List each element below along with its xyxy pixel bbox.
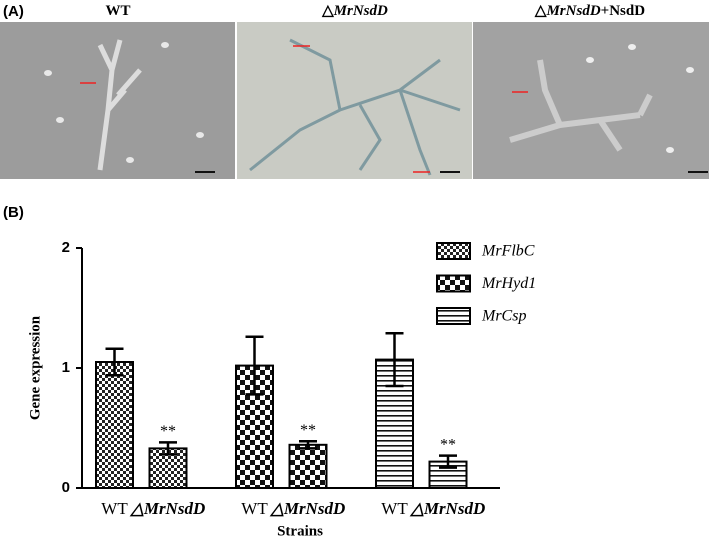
image-label: △MrNsdD+NsdD bbox=[534, 3, 645, 19]
error-bar bbox=[105, 347, 124, 377]
panel-label: (A) bbox=[3, 3, 24, 20]
legend-swatch bbox=[436, 242, 471, 260]
image-label: △MrNsdD bbox=[321, 3, 388, 19]
error-bar bbox=[245, 335, 264, 396]
label-part: WT bbox=[105, 3, 130, 19]
x-tick-label: WT bbox=[241, 499, 268, 518]
legend-swatch bbox=[436, 307, 471, 325]
legend-label: MrCsp bbox=[481, 308, 526, 325]
legend-label: MrFlbC bbox=[481, 243, 535, 260]
legend-label: MrHyd1 bbox=[481, 275, 536, 292]
error-bar bbox=[439, 454, 457, 469]
x-tick-label: △MrNsdD bbox=[129, 499, 205, 518]
micrograph bbox=[0, 22, 235, 179]
legend-swatch bbox=[436, 274, 471, 293]
y-tick-label: 0 bbox=[62, 479, 70, 496]
x-axis-label: Strains bbox=[277, 523, 323, 539]
micrograph bbox=[237, 22, 472, 179]
label-part: △ bbox=[321, 3, 334, 19]
significance: ** bbox=[300, 422, 316, 439]
micrograph bbox=[473, 22, 709, 179]
error-bar bbox=[385, 331, 404, 388]
x-tick-label: WT bbox=[101, 499, 128, 518]
image-label: WT bbox=[105, 3, 130, 19]
error-bar bbox=[299, 439, 317, 450]
x-tick-label: WT bbox=[381, 499, 408, 518]
error-bar bbox=[159, 441, 177, 456]
y-tick-label: 1 bbox=[62, 359, 70, 376]
x-tick-label: △MrNsdD bbox=[269, 499, 345, 518]
y-tick-label: 2 bbox=[62, 239, 70, 256]
label-part: △ bbox=[534, 3, 547, 19]
label-part: +NsdD bbox=[601, 3, 646, 19]
y-axis-label: Gene expression bbox=[27, 315, 43, 420]
bar bbox=[95, 361, 134, 489]
significance: ** bbox=[440, 436, 456, 453]
panel-label: (B) bbox=[3, 204, 24, 221]
label-part: MrNsdD bbox=[545, 3, 600, 19]
bar bbox=[288, 443, 328, 489]
label-part: MrNsdD bbox=[333, 3, 388, 19]
significance: ** bbox=[160, 423, 176, 440]
x-tick-label: △MrNsdD bbox=[409, 499, 485, 518]
